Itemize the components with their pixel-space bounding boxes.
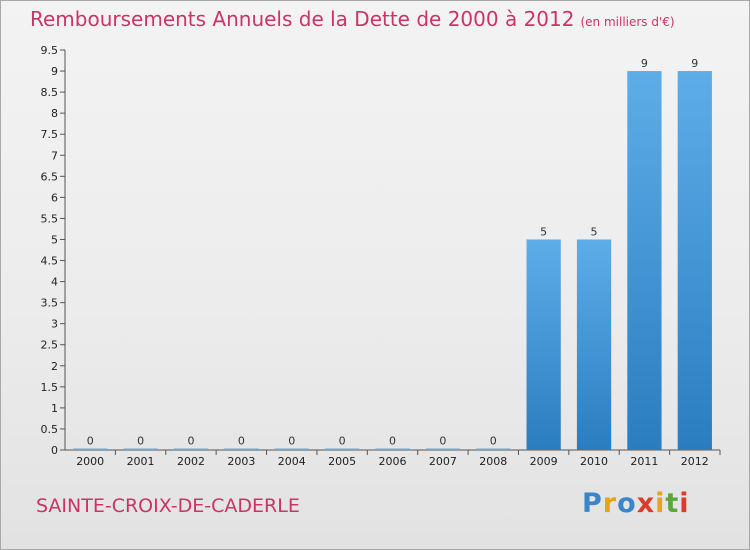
data-label: 0	[490, 435, 497, 448]
x-axis: 2000 2001 2002 2003 2004 2005 2006 2007 2008 2009…	[65, 449, 721, 468]
data-label: 9	[641, 57, 648, 70]
chart-title-text: Remboursements Annuels de la Dette de 20…	[30, 7, 575, 31]
bar[interactable]	[425, 448, 461, 451]
data-label: 9	[691, 57, 698, 70]
data-label: 0	[339, 435, 346, 448]
bar[interactable]	[627, 71, 662, 450]
data-label: 0	[187, 435, 194, 448]
data-label: 5	[540, 225, 547, 238]
x-tick-label: 2000	[76, 455, 104, 468]
bar[interactable]	[73, 448, 108, 451]
y-tick-label: 2	[51, 360, 58, 373]
logo-letter: r	[602, 488, 618, 519]
data-label: 0	[389, 435, 396, 448]
bars	[73, 71, 712, 450]
proxiti-logo[interactable]: Proxiti	[582, 488, 690, 519]
data-label: 0	[288, 435, 295, 448]
logo-letter: x	[636, 488, 656, 519]
bar[interactable]	[123, 448, 158, 451]
bar[interactable]	[173, 448, 209, 451]
y-tick-label: 9	[51, 65, 58, 78]
data-label: 0	[439, 435, 446, 448]
bar[interactable]	[324, 448, 360, 451]
y-tick-label: 5	[51, 233, 58, 246]
x-tick-label: 2004	[278, 455, 306, 468]
x-tick-label: 2002	[177, 455, 205, 468]
y-tick-label: 8.5	[41, 86, 59, 99]
y-tick-label: 6	[51, 191, 58, 204]
y-tick-label: 9.5	[41, 44, 59, 57]
commune-name: SAINTE-CROIX-DE-CADERLE	[36, 495, 300, 517]
bar[interactable]	[576, 239, 612, 450]
x-tick-label: 2010	[580, 455, 608, 468]
y-tick-label: 8	[51, 107, 58, 120]
data-label: 0	[137, 435, 144, 448]
value-labels: 0 0 0 0 0 0 0 0 0 5 5 9 9	[87, 57, 699, 447]
bar[interactable]	[476, 448, 511, 451]
logo-letter: i	[655, 488, 666, 519]
x-tick-label: 2007	[429, 455, 457, 468]
bar[interactable]	[677, 71, 712, 450]
y-tick-label: 1	[51, 402, 58, 415]
y-tick-label: 5.5	[41, 212, 59, 225]
data-label: 0	[87, 435, 94, 448]
y-tick-label: 0	[51, 444, 58, 457]
y-tick-label: 4.5	[41, 255, 59, 268]
y-tick-label: 4	[51, 276, 58, 289]
y-tick-label: 7.5	[41, 128, 59, 141]
x-tick-label: 2003	[227, 455, 255, 468]
chart-title: Remboursements Annuels de la Dette de 20…	[30, 7, 675, 31]
y-tick-label: 1.5	[41, 381, 59, 394]
y-tick-label: 2.5	[41, 339, 59, 352]
logo-letter: o	[617, 488, 637, 519]
data-label: 5	[591, 225, 598, 238]
y-tick-label: 0.5	[41, 423, 59, 436]
chart-unit: (en milliers d'€)	[580, 15, 675, 29]
bar[interactable]	[375, 448, 410, 451]
y-tick-label: 6.5	[41, 170, 59, 183]
y-tick-label: 3	[51, 318, 58, 331]
data-label: 0	[238, 435, 245, 448]
bar[interactable]	[526, 239, 561, 450]
x-tick-label: 2006	[379, 455, 407, 468]
x-tick-label: 2012	[681, 455, 709, 468]
bar[interactable]	[224, 448, 259, 451]
y-axis: 0 0.5 1 1.5 2 2.5 3 3.5 4 4.5 5 5.5 6 6.5 7 7.5 8 8.5 9 9.5	[41, 44, 66, 457]
x-tick-label: 2005	[328, 455, 356, 468]
bar[interactable]	[274, 448, 309, 451]
y-tick-label: 7	[51, 149, 58, 162]
x-tick-label: 2011	[630, 455, 658, 468]
x-tick-label: 2009	[530, 455, 558, 468]
y-tick-label: 3.5	[41, 297, 59, 310]
x-tick-label: 2008	[479, 455, 507, 468]
logo-letter: i	[679, 488, 690, 519]
x-tick-label: 2001	[127, 455, 155, 468]
logo-letter: P	[582, 488, 603, 519]
logo-letter: t	[665, 488, 680, 519]
